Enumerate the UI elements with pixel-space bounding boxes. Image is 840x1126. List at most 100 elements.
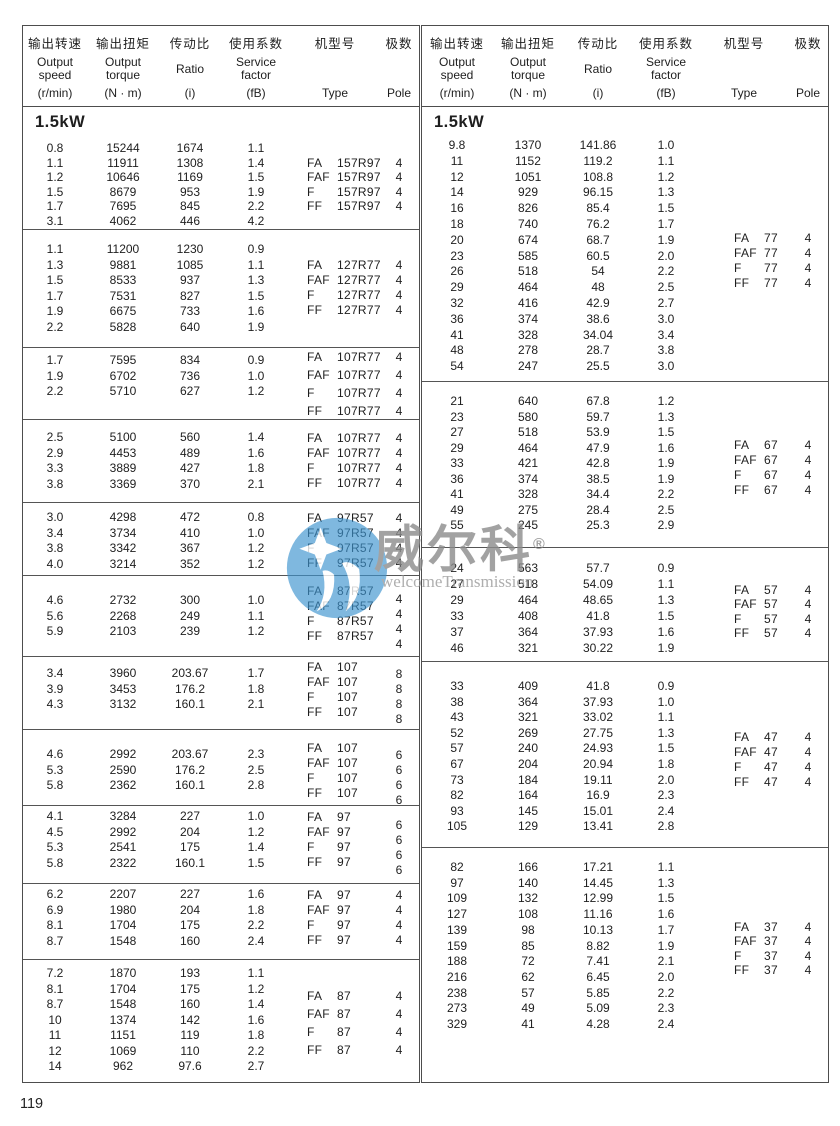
service-factor-value: 2.2 bbox=[657, 264, 675, 279]
ratio-value: 37.93 bbox=[582, 694, 614, 709]
output-torque-value: 321 bbox=[517, 710, 539, 725]
model-type: FA 47 bbox=[734, 730, 778, 745]
ratio-value: 97.6 bbox=[178, 1059, 202, 1073]
output-torque-value: 1548 bbox=[109, 933, 137, 948]
model-type-number: 157R97 bbox=[337, 199, 381, 213]
model-type-number: 127R77 bbox=[337, 287, 381, 302]
output-torque-value: 11911 bbox=[107, 155, 139, 170]
ratio-value: 227 bbox=[179, 809, 201, 823]
output-speed-value: 1.7 bbox=[46, 199, 64, 213]
output-speed-value: 4.5 bbox=[46, 824, 64, 839]
spec-block: 2.5 5100 560 1.4 2.9 4453 489 1.6 3.3 3889 427 1.8 3… bbox=[23, 419, 419, 502]
pole-value: 4 bbox=[395, 636, 403, 651]
header-label-unit: (r/min) bbox=[37, 86, 73, 100]
ratio-value: 41.8 bbox=[586, 679, 610, 693]
ratio-value: 17.21 bbox=[582, 860, 614, 874]
output-speed-value: 1.7 bbox=[46, 288, 64, 303]
pole-value: 4 bbox=[395, 902, 403, 917]
pole-value: 4 bbox=[804, 611, 812, 626]
pole-value: 4 bbox=[395, 525, 403, 540]
model-type-prefix: FAF bbox=[307, 824, 330, 839]
service-factor-value: 1.4 bbox=[247, 155, 265, 170]
service-factor-value: 2.2 bbox=[247, 918, 265, 932]
output-torque-value: 364 bbox=[517, 625, 539, 639]
output-torque-value: 740 bbox=[517, 217, 539, 231]
output-speed-value: 1.3 bbox=[46, 257, 64, 272]
service-factor-value: 1.3 bbox=[657, 725, 675, 740]
service-factor-value: 1.0 bbox=[657, 694, 675, 709]
pole-value: 4 bbox=[804, 452, 812, 467]
model-type: FA 127R77 bbox=[307, 258, 381, 273]
header-label-zh: 机型号 bbox=[723, 37, 765, 51]
service-factor-value: 1.0 bbox=[247, 368, 265, 383]
service-factor-value: 2.4 bbox=[657, 803, 675, 818]
pole-value: 4 bbox=[395, 621, 403, 636]
output-torque-value: 585 bbox=[517, 248, 539, 263]
pole-value: 4 bbox=[804, 467, 812, 482]
model-type-prefix: FF bbox=[307, 302, 323, 317]
model-type-prefix: FAF bbox=[734, 452, 757, 467]
output-torque-value: 962 bbox=[112, 1059, 134, 1073]
output-torque-value: 62 bbox=[521, 969, 535, 984]
ratio-value: 160.1 bbox=[174, 778, 206, 792]
header-label-en-line: Service bbox=[645, 55, 686, 69]
output-speed-value: 26 bbox=[450, 264, 464, 279]
pole-value: 4 bbox=[395, 540, 403, 555]
pole-value: 6 bbox=[395, 817, 403, 832]
model-type-number: 97R57 bbox=[337, 525, 374, 540]
model-type-prefix: F bbox=[307, 1024, 315, 1039]
header-col-torque: 输出扭矩 Output torque (N · m) bbox=[492, 26, 564, 106]
ratio-value: 446 bbox=[179, 213, 201, 228]
pole-value: 4 bbox=[395, 272, 403, 287]
spec-block: 1.1 11200 1230 0.9 1.3 9881 1085 1.1 1.5 8533 937 1… bbox=[23, 229, 419, 347]
service-factor-value: 1.1 bbox=[247, 257, 265, 272]
output-speed-value: 97 bbox=[450, 875, 464, 890]
model-type: FF 37 bbox=[734, 963, 778, 978]
model-type-number: 67 bbox=[764, 482, 778, 497]
output-speed-value: 18 bbox=[450, 217, 464, 231]
output-torque-value: 1704 bbox=[109, 918, 137, 932]
output-speed-value: 5.8 bbox=[46, 855, 64, 870]
ratio-value: 175 bbox=[179, 981, 201, 996]
service-factor-value: 1.1 bbox=[247, 608, 265, 623]
output-speed-value: 127 bbox=[446, 907, 468, 922]
model-type-number: 87R57 bbox=[337, 598, 374, 613]
pole-value: 4 bbox=[395, 555, 403, 570]
output-speed-value: 36 bbox=[450, 311, 464, 326]
pole-value: 4 bbox=[395, 302, 403, 317]
pole-value: 8 bbox=[395, 696, 403, 711]
model-type: FA 107 bbox=[307, 660, 358, 675]
service-factor-value: 0.9 bbox=[247, 353, 265, 367]
pole-value: 4 bbox=[395, 475, 403, 490]
output-speed-value: 139 bbox=[446, 922, 468, 937]
output-speed-value: 54 bbox=[450, 359, 464, 374]
output-speed-value: 8.7 bbox=[46, 933, 64, 948]
output-torque-value: 41 bbox=[521, 1017, 535, 1031]
model-type: FAF 67 bbox=[734, 453, 778, 468]
model-type-number: 77 bbox=[764, 275, 778, 290]
model-type: FA 77 bbox=[734, 231, 778, 246]
page-number: 119 bbox=[20, 1096, 44, 1112]
header-label-zh: 输出扭矩 bbox=[500, 37, 555, 51]
ratio-value: 367 bbox=[179, 541, 201, 555]
service-factor-value: 2.5 bbox=[657, 502, 675, 517]
service-factor-value: 1.6 bbox=[657, 907, 675, 922]
ratio-value: 176.2 bbox=[174, 762, 206, 777]
ratio-value: 119.2 bbox=[583, 153, 613, 168]
model-type-number: 57 bbox=[764, 611, 778, 626]
output-speed-value: 73 bbox=[450, 772, 464, 787]
model-type-prefix: FF bbox=[307, 403, 323, 418]
output-torque-value: 2541 bbox=[109, 840, 137, 854]
model-type-prefix: FAF bbox=[734, 744, 757, 759]
service-factor-value: 1.0 bbox=[247, 809, 265, 823]
model-type: FAF 127R77 bbox=[307, 273, 381, 288]
output-torque-value: 3960 bbox=[109, 666, 137, 680]
output-torque-value: 1069 bbox=[109, 1043, 137, 1058]
spec-block: 4.1 3284 227 1.0 4.5 2992 204 1.2 5.3 2541 175 1.4 5… bbox=[23, 805, 419, 883]
model-type: FA 57 bbox=[734, 583, 778, 598]
spec-block: 9.8 1370 141.86 1.0 11 1152 119.2 1.1 12 1051 108.… bbox=[422, 138, 828, 381]
output-speed-value: 3.8 bbox=[46, 541, 64, 555]
output-torque-value: 3369 bbox=[109, 476, 137, 491]
output-torque-value: 4298 bbox=[109, 510, 137, 524]
ratio-value: 8.82 bbox=[586, 938, 610, 953]
